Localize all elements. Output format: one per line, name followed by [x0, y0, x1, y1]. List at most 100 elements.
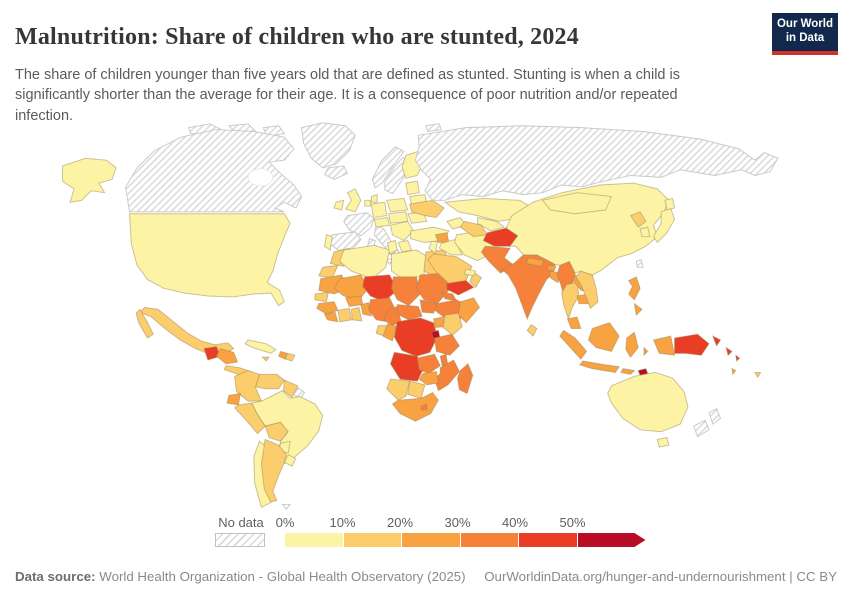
country-yemen[interactable] — [446, 280, 475, 296]
country-south-korea[interactable] — [639, 226, 651, 238]
country-mongolia[interactable] — [541, 192, 613, 215]
country-baltics[interactable] — [405, 180, 420, 196]
owid-link[interactable]: OurWorldinData.org/hunger-and-undernouri… — [484, 569, 837, 584]
country-cote-divoire[interactable] — [337, 307, 352, 323]
country-madagascar[interactable] — [456, 363, 474, 395]
country-sulawesi[interactable] — [625, 331, 639, 358]
country-balkans[interactable] — [389, 220, 415, 242]
country-ecuador[interactable] — [226, 392, 241, 406]
country-uk[interactable] — [344, 188, 362, 213]
country-chad[interactable] — [390, 276, 421, 307]
country-central-african-republic[interactable] — [396, 304, 423, 321]
country-philippines-south[interactable] — [633, 302, 643, 317]
country-sri-lanka[interactable] — [526, 323, 538, 337]
country-thailand[interactable] — [561, 282, 580, 321]
country-congo[interactable] — [382, 323, 397, 342]
country-south-sudan[interactable] — [419, 299, 439, 314]
country-colombia[interactable] — [234, 370, 263, 402]
country-drc[interactable] — [393, 317, 438, 357]
country-uzbekistan[interactable] — [477, 216, 506, 232]
country-falklands[interactable] — [281, 503, 292, 510]
country-zimbabwe[interactable] — [418, 370, 439, 386]
country-malaysia[interactable] — [566, 316, 582, 329]
country-turkmenistan[interactable] — [459, 220, 488, 238]
country-mexico[interactable] — [139, 306, 235, 355]
country-vietnam[interactable] — [575, 270, 599, 310]
legend-band-10-20[interactable] — [343, 533, 402, 547]
legend-band-40-50[interactable] — [519, 533, 578, 547]
country-usa[interactable] — [128, 213, 291, 307]
legend-band-0-10[interactable] — [285, 533, 344, 547]
country-guinea[interactable] — [316, 301, 339, 315]
country-netherlands[interactable] — [364, 199, 371, 207]
country-namibia[interactable] — [386, 378, 411, 401]
country-norway[interactable] — [371, 146, 405, 189]
country-new-britain[interactable] — [711, 335, 722, 347]
country-north-korea[interactable] — [629, 211, 647, 228]
country-sumatra[interactable] — [559, 329, 588, 360]
country-solomons-2[interactable] — [735, 354, 741, 362]
country-mozambique[interactable] — [433, 359, 460, 392]
country-solomons-1[interactable] — [725, 346, 733, 357]
country-java[interactable] — [579, 360, 620, 373]
country-jamaica[interactable] — [261, 356, 271, 362]
legend-band-20-30[interactable] — [402, 533, 461, 547]
country-angola[interactable] — [390, 351, 424, 382]
country-philippines[interactable] — [627, 276, 641, 301]
country-canada[interactable] — [125, 129, 303, 213]
country-iceland[interactable] — [323, 165, 349, 180]
country-cuba[interactable] — [244, 339, 277, 354]
legend-band-30-40[interactable] — [460, 533, 519, 547]
country-japan[interactable] — [652, 207, 676, 244]
country-borneo[interactable] — [587, 322, 620, 352]
country-zambia[interactable] — [416, 353, 441, 374]
country-algeria[interactable] — [339, 244, 391, 280]
country-chile[interactable] — [253, 440, 272, 508]
country-honduras-nicaragua[interactable] — [215, 347, 239, 365]
country-somalia[interactable] — [457, 297, 481, 324]
country-new-zealand-south[interactable] — [693, 419, 710, 438]
country-tasmania[interactable] — [656, 436, 670, 448]
country-poland[interactable] — [386, 197, 409, 213]
country-uruguay[interactable] — [283, 454, 297, 467]
country-hokkaido[interactable] — [664, 197, 676, 211]
no-data-swatch[interactable] — [215, 533, 265, 547]
country-taiwan[interactable] — [635, 258, 644, 268]
country-denmark[interactable] — [370, 193, 378, 203]
country-venezuela[interactable] — [255, 373, 286, 390]
country-tanzania[interactable] — [433, 333, 460, 356]
country-australia[interactable] — [607, 371, 689, 433]
country-portugal[interactable] — [324, 234, 333, 251]
country-tunisia[interactable] — [387, 239, 398, 255]
country-lesser-sunda[interactable] — [620, 368, 636, 375]
country-russia[interactable] — [414, 125, 779, 201]
country-botswana[interactable] — [407, 380, 426, 399]
country-baja-california[interactable] — [135, 308, 154, 339]
country-west-papua[interactable] — [652, 335, 676, 356]
owid-logo[interactable]: Our World in Data — [772, 13, 838, 55]
country-south-africa[interactable] — [391, 391, 439, 422]
country-ireland[interactable] — [333, 199, 345, 211]
country-kenya[interactable] — [442, 312, 463, 336]
country-senegal[interactable] — [314, 291, 329, 303]
country-sierra-leone-liberia[interactable] — [323, 311, 339, 323]
country-nepal[interactable] — [525, 257, 545, 267]
country-switzerland-austria[interactable] — [373, 217, 391, 228]
country-greece[interactable] — [397, 239, 413, 253]
country-ghana[interactable] — [350, 306, 363, 322]
country-papua-new-guinea[interactable] — [674, 333, 710, 356]
country-fiji[interactable] — [754, 371, 762, 379]
country-uae[interactable] — [463, 268, 477, 277]
country-burkina-faso[interactable] — [344, 295, 364, 308]
country-svalbard[interactable] — [425, 123, 442, 133]
country-germany[interactable] — [370, 201, 388, 219]
country-new-zealand-north[interactable] — [708, 408, 722, 425]
country-greenland[interactable] — [301, 122, 356, 169]
country-vanuatu[interactable] — [731, 367, 737, 376]
country-spain[interactable] — [327, 231, 362, 251]
country-dominican-republic[interactable] — [284, 352, 296, 362]
country-moluccas[interactable] — [643, 346, 649, 357]
country-alaska[interactable] — [62, 157, 117, 203]
country-bhutan[interactable] — [546, 264, 557, 272]
country-guyana-suriname[interactable] — [282, 379, 299, 399]
